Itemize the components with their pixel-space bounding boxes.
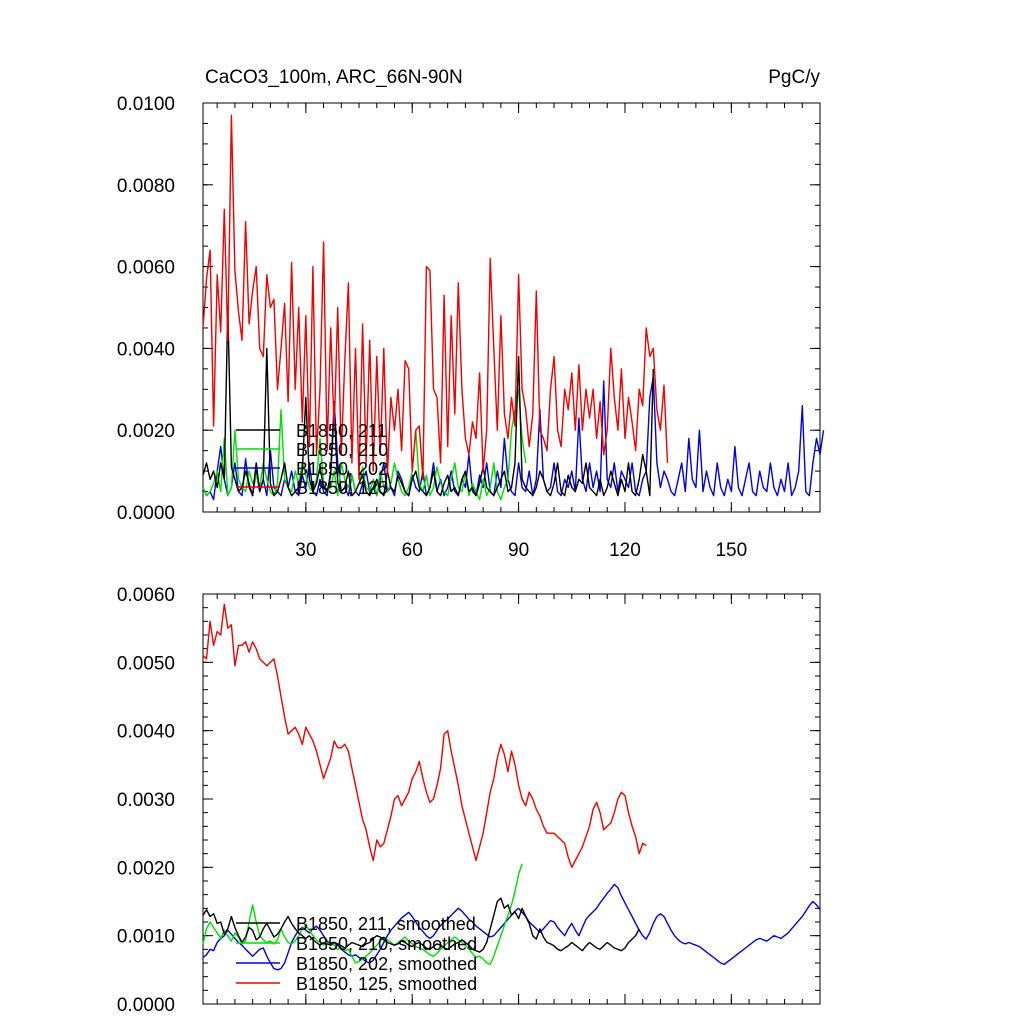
legend-label: B1850, 125, smoothed bbox=[296, 974, 477, 994]
y-tick-label: 0.0040 bbox=[117, 722, 175, 743]
x-tick-label: 90 bbox=[508, 540, 529, 561]
top-series bbox=[202, 114, 825, 501]
y-tick-label: 0.0080 bbox=[117, 176, 175, 197]
y-tick-label: 0.0020 bbox=[117, 858, 175, 879]
series-line-3 bbox=[202, 114, 669, 480]
y-tick-label: 0.0040 bbox=[117, 339, 175, 360]
legend-label: B1850, 202 bbox=[296, 459, 388, 479]
series-line-0 bbox=[202, 897, 640, 953]
y-tick-label: 0.0030 bbox=[117, 790, 175, 811]
legend-label: B1850, 210 bbox=[296, 440, 388, 460]
bottom-series bbox=[202, 603, 821, 971]
y-tick-label: 0.0060 bbox=[117, 585, 175, 606]
chart-title: CaCO3_100m, ARC_66N-90N bbox=[205, 67, 463, 88]
y-tick-label: 0.0010 bbox=[117, 927, 175, 948]
chart-units: PgC/y bbox=[768, 67, 820, 88]
x-tick-label: 30 bbox=[295, 540, 316, 561]
y-tick-label: 0.0000 bbox=[117, 995, 175, 1016]
legend-label: B1850, 210, smoothed bbox=[296, 934, 477, 954]
y-tick-label: 0.0000 bbox=[117, 503, 175, 524]
bottom-ticks: 0.0000 0.0010 0.0020 0.0030 0.0040 0.0050 0.00… bbox=[117, 585, 821, 1016]
y-tick-label: 0.0020 bbox=[117, 421, 175, 442]
series-line-0 bbox=[202, 306, 654, 497]
y-tick-label: 0.0060 bbox=[117, 258, 175, 279]
y-tick-label: 0.0050 bbox=[117, 653, 175, 674]
legend-label: B1850, 202, smoothed bbox=[296, 954, 477, 974]
series-line-3 bbox=[202, 603, 647, 868]
legend-label: B1850, 125 bbox=[296, 478, 388, 498]
x-tick-label: 120 bbox=[609, 540, 641, 561]
bottom-panel: 0.0000 0.0010 0.0020 0.0030 0.0040 0.0050 0.00… bbox=[117, 585, 821, 1016]
y-tick-label: 0.0100 bbox=[117, 94, 175, 115]
x-tick-label: 150 bbox=[715, 540, 747, 561]
top-panel: CaCO3_100m, ARC_66N-90N PgC/y 0.00000.00… bbox=[117, 67, 825, 561]
series-line-1 bbox=[202, 388, 527, 501]
legend-label: B1850, 211, smoothed bbox=[296, 914, 476, 934]
top-ticks: 0.0000 0.0020 0.0040 0.0060 0.0080 0.0100 30 60… bbox=[117, 94, 821, 561]
x-tick-label: 60 bbox=[402, 540, 423, 561]
legend-label: B1850, 211 bbox=[296, 421, 387, 441]
series-line-2 bbox=[202, 376, 825, 501]
series-line-1 bbox=[202, 863, 523, 966]
